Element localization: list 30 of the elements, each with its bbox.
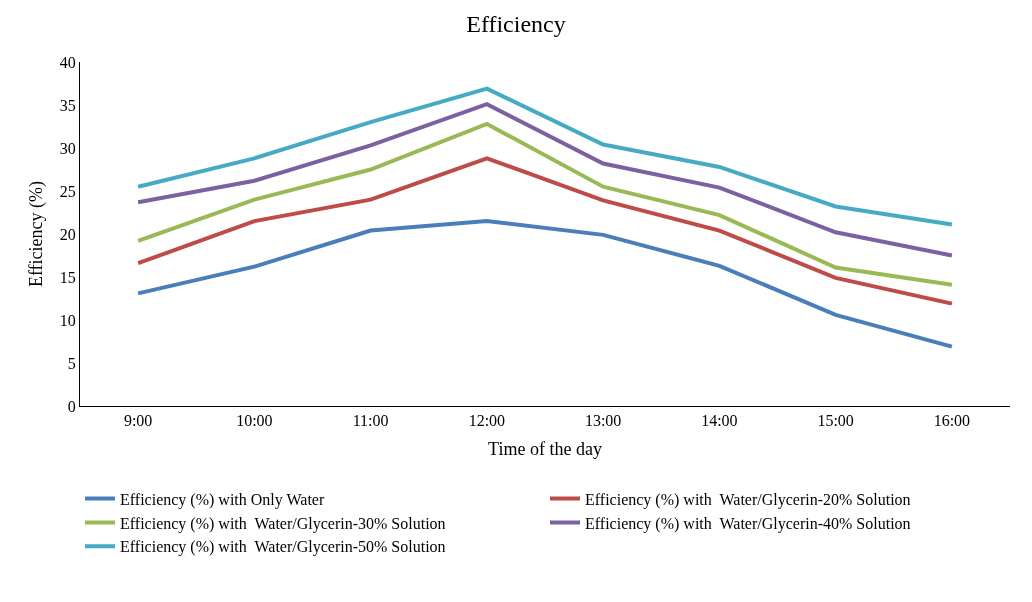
x-tick-label: 16:00 <box>933 412 971 430</box>
y-tick-label: 25 <box>59 182 76 200</box>
line-series <box>136 102 954 258</box>
legend-label: Efficiency (%) with Water/Glycerin-50% Solution <box>120 538 446 557</box>
line-series <box>136 219 954 349</box>
x-tick-label: 15:00 <box>817 412 854 430</box>
legend-label: Efficiency (%) with Water/Glycerin-40% Solution <box>585 514 911 533</box>
legend-label: Efficiency (%) with Water/Glycerin-30% Solution <box>120 514 446 533</box>
x-axis-title: Time of the day <box>488 439 602 460</box>
x-tick-label: 13:00 <box>584 412 622 430</box>
y-axis-title: Efficiency (%) <box>26 180 47 288</box>
chart-title: Efficiency <box>466 10 566 37</box>
x-tick-label: 12:00 <box>468 412 506 430</box>
y-tick-label: 35 <box>59 96 76 114</box>
y-tick-label: 10 <box>59 311 76 329</box>
line-series <box>136 121 954 287</box>
line-series <box>136 86 954 227</box>
line-series <box>136 156 954 306</box>
y-tick-label: 5 <box>67 354 76 372</box>
x-tick-label: 10:00 <box>236 412 273 430</box>
legend-label: Efficiency (%) with Water/Glycerin-20% Solution <box>585 490 911 509</box>
y-tick-label: 30 <box>59 139 76 157</box>
legend-label: Efficiency (%) with Only Water <box>120 490 325 509</box>
x-tick-label: 11:00 <box>352 412 389 430</box>
y-tick-label: 20 <box>59 225 76 243</box>
y-tick-label: 0 <box>67 397 76 415</box>
y-tick-label: 40 <box>59 53 76 71</box>
y-tick-label: 15 <box>59 268 76 286</box>
x-tick-label: 14:00 <box>701 412 738 430</box>
x-tick-label: 9:00 <box>123 412 153 430</box>
